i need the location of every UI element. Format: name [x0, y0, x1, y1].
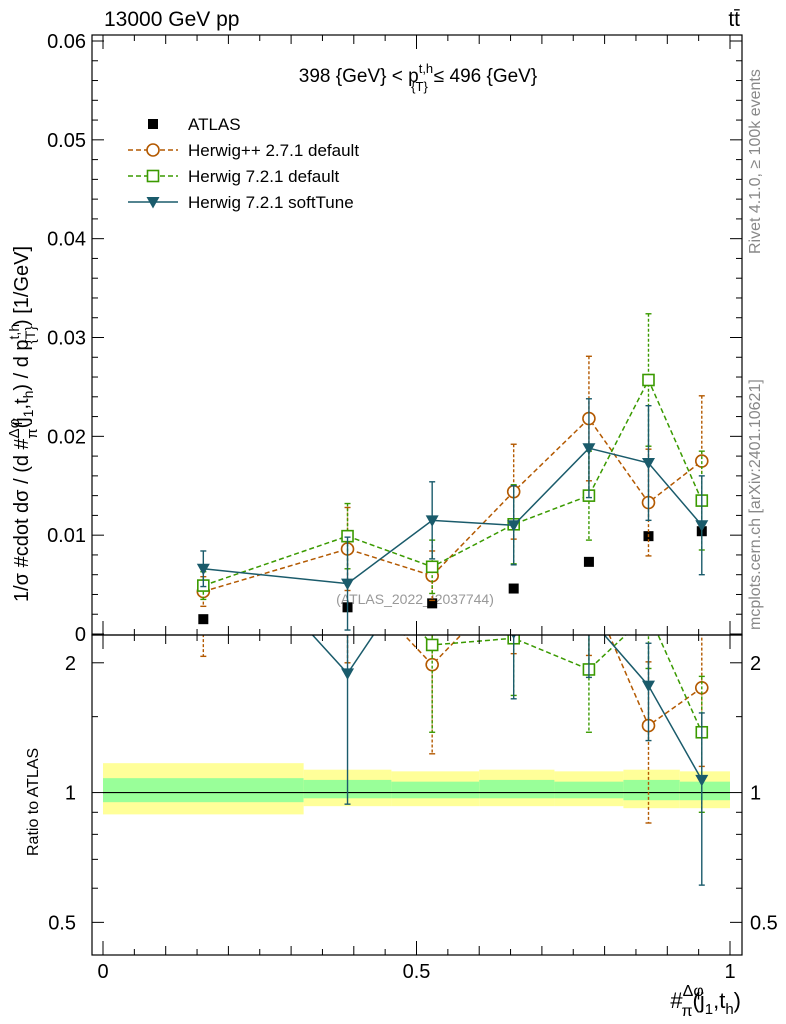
data-point [641, 458, 655, 470]
x-tick-label: 1 [724, 961, 735, 983]
legend-item: Herwig 7.2.1 default [128, 167, 339, 186]
legend-item: ATLAS [148, 115, 241, 134]
y-tick-label: 0.03 [47, 328, 86, 350]
title-sub: {T} [411, 79, 428, 94]
data-point [695, 774, 709, 787]
title-tail: ≤ 496 {GeV} [434, 66, 537, 87]
ratio-tick-label-right: 2 [750, 653, 761, 675]
series-herwig-2-7-1-default [196, 355, 709, 608]
legend-label: ATLAS [188, 115, 241, 134]
data-point [425, 515, 439, 527]
y-tick-label: 0.05 [47, 130, 86, 152]
ratio-tick-label: 1 [65, 783, 76, 805]
data-point [583, 556, 594, 567]
series-line [422, 635, 703, 733]
ratio-uncertainty-bands [103, 763, 730, 815]
analysis-watermark: (ATLAS_2022_I2037744) [336, 591, 494, 607]
series-atlas [198, 526, 707, 625]
series-line [203, 417, 703, 593]
title-lead: 398 {GeV} < p [299, 66, 419, 87]
ratio-tick-label-right: 0.5 [750, 912, 778, 934]
legend-item: Herwig++ 2.7.1 default [128, 141, 359, 160]
mcplots-label: mcplots.cern.ch [arXiv:2401.10621] [747, 379, 764, 630]
process-label: tt̄ [728, 8, 740, 31]
legend-marker [148, 119, 158, 129]
data-point [425, 638, 439, 652]
data-point [582, 612, 595, 624]
legend-marker [146, 197, 160, 209]
plot-title: 398 {GeV} < pt,h {T} ≤ 496 {GeV} [299, 61, 537, 94]
y-tick-label: 0.06 [47, 31, 86, 53]
legend: ATLAS Herwig++ 2.7.1 default Herwig 7.2.1 … [128, 115, 359, 212]
y-tick-label: 0.01 [47, 525, 86, 547]
green-band-segment [623, 779, 680, 801]
data-point [341, 668, 355, 680]
ratio-tick-label: 2 [65, 653, 76, 675]
green-band-segment [103, 778, 304, 803]
green-band-segment [679, 781, 730, 801]
legend-marker [146, 169, 160, 183]
title-sup: t,h [419, 61, 433, 76]
legend-label: Herwig 7.2.1 softTune [188, 193, 354, 212]
data-point [198, 614, 209, 625]
legend-item: Herwig 7.2.1 softTune [128, 193, 354, 212]
legend-label: Herwig++ 2.7.1 default [188, 141, 359, 160]
series-herwig-7-2-1-default [197, 313, 709, 601]
green-band-segment [479, 779, 555, 799]
ratio-tick-label-right: 1 [750, 783, 761, 805]
x-tick-label: 0.5 [403, 961, 431, 983]
green-band-segment [391, 781, 480, 799]
main-series-layer [196, 313, 709, 631]
data-point [583, 582, 595, 594]
data-point [341, 578, 355, 591]
ratio-y-axis-label: Ratio to ATLAS [25, 748, 42, 856]
y-tick-label: 0.02 [47, 426, 86, 448]
green-band-segment [554, 781, 624, 799]
data-point [511, 635, 516, 640]
data-point [695, 520, 709, 532]
data-point [196, 563, 210, 576]
data-point [641, 680, 655, 693]
y-tick-label: 0.04 [47, 229, 86, 251]
ratio-series-layer [197, 510, 709, 886]
data-point [643, 608, 654, 619]
rivet-version-label: Rivet 4.1.0, ≥ 100k events [747, 69, 764, 254]
data-point [642, 373, 655, 387]
legend-marker [146, 143, 160, 157]
data-point [582, 443, 596, 455]
data-point [508, 583, 519, 594]
ratio-tick-label: 0.5 [48, 912, 76, 934]
energy-label: 13000 GeV pp [104, 8, 239, 31]
data-point [425, 657, 439, 672]
series-herwig-7-2-1-softtune [196, 398, 709, 631]
x-tick-label: 0 [97, 961, 108, 983]
legend-label: Herwig 7.2.1 default [188, 167, 339, 186]
data-point [425, 560, 439, 574]
data-point [427, 598, 438, 609]
series-line [203, 447, 703, 585]
data-point [507, 520, 521, 532]
data-point [197, 510, 210, 522]
y-tick-label: 0 [75, 624, 86, 646]
x-axis-label: #Δφ π(j1,th) [670, 983, 741, 1020]
series-herwig-7-2-1-softtune [197, 510, 709, 886]
main-y-axis-label: 1/σ #cdot dσ / (d #Δφπ(j1,th) / d pt,h{T… [6, 246, 41, 602]
axes-layer: 0 0.01 0.02 0.03 0.04 0.05 0.06 0 0.5 1 0.5 0.5 1 1 2 2 [47, 31, 778, 983]
